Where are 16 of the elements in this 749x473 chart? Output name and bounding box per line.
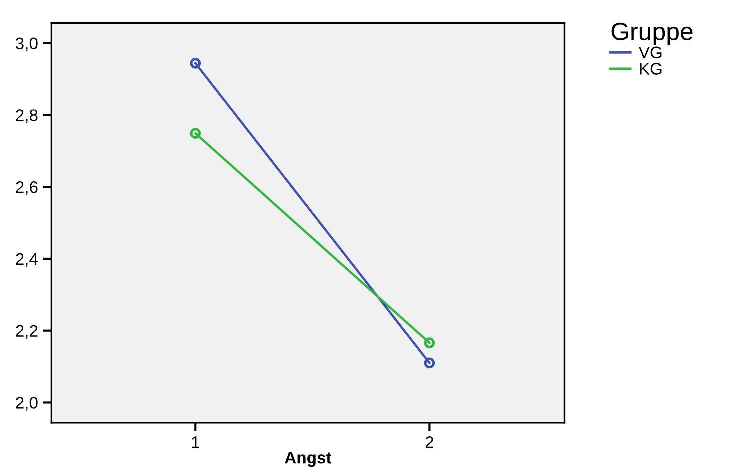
point: [190, 128, 202, 139]
x-tick-label: 1: [192, 436, 200, 448]
legend-label: KG: [640, 63, 662, 75]
y-tick-label: 2,6: [16, 181, 38, 196]
legend-label: VG: [638, 46, 662, 59]
legend-title: Gruppe: [612, 22, 693, 46]
point: [190, 58, 202, 69]
y-tick-label: 2,4: [16, 253, 38, 268]
y-tick-label: 2,0: [16, 397, 38, 411]
y-tick-label: 2,2: [16, 325, 38, 340]
y-tick-label: 2,8: [16, 110, 38, 124]
point: [424, 338, 436, 348]
point: [424, 358, 436, 369]
x-axis-title: Angst: [285, 452, 332, 468]
y-tick-label: 3,0: [16, 38, 38, 52]
x-tick-label: 2: [426, 436, 434, 448]
